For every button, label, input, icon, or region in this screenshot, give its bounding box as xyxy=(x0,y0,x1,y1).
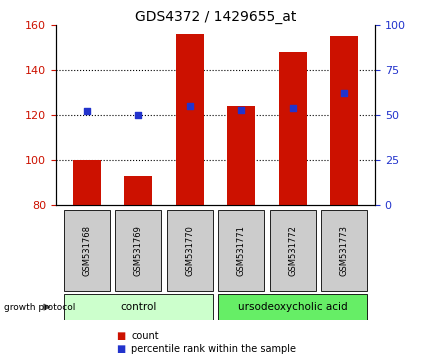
Text: control: control xyxy=(120,302,156,312)
Point xyxy=(83,109,90,114)
FancyBboxPatch shape xyxy=(115,210,161,291)
Point xyxy=(186,103,193,109)
Text: percentile rank within the sample: percentile rank within the sample xyxy=(131,344,296,354)
Text: ■: ■ xyxy=(116,331,125,341)
Text: GSM531770: GSM531770 xyxy=(185,225,194,276)
FancyBboxPatch shape xyxy=(64,210,110,291)
Bar xyxy=(227,106,255,205)
Text: ■: ■ xyxy=(116,344,125,354)
FancyBboxPatch shape xyxy=(218,295,366,320)
Point xyxy=(289,105,295,111)
Text: GSM531773: GSM531773 xyxy=(339,225,348,276)
FancyBboxPatch shape xyxy=(64,295,212,320)
Text: GSM531769: GSM531769 xyxy=(134,225,142,276)
Bar xyxy=(278,52,306,205)
Title: GDS4372 / 1429655_at: GDS4372 / 1429655_at xyxy=(135,10,295,24)
Text: GSM531771: GSM531771 xyxy=(236,225,245,276)
FancyBboxPatch shape xyxy=(218,210,264,291)
Bar xyxy=(124,176,152,205)
Text: ursodeoxycholic acid: ursodeoxycholic acid xyxy=(237,302,347,312)
Bar xyxy=(175,34,203,205)
Point xyxy=(237,107,244,113)
FancyBboxPatch shape xyxy=(269,210,315,291)
FancyBboxPatch shape xyxy=(166,210,212,291)
Bar xyxy=(329,36,357,205)
Text: growth protocol: growth protocol xyxy=(4,303,76,312)
Point xyxy=(135,112,141,118)
Text: count: count xyxy=(131,331,159,341)
Point xyxy=(340,91,347,96)
FancyBboxPatch shape xyxy=(320,210,366,291)
Text: GSM531768: GSM531768 xyxy=(82,225,91,276)
Text: GSM531772: GSM531772 xyxy=(288,225,296,276)
Bar xyxy=(73,160,101,205)
